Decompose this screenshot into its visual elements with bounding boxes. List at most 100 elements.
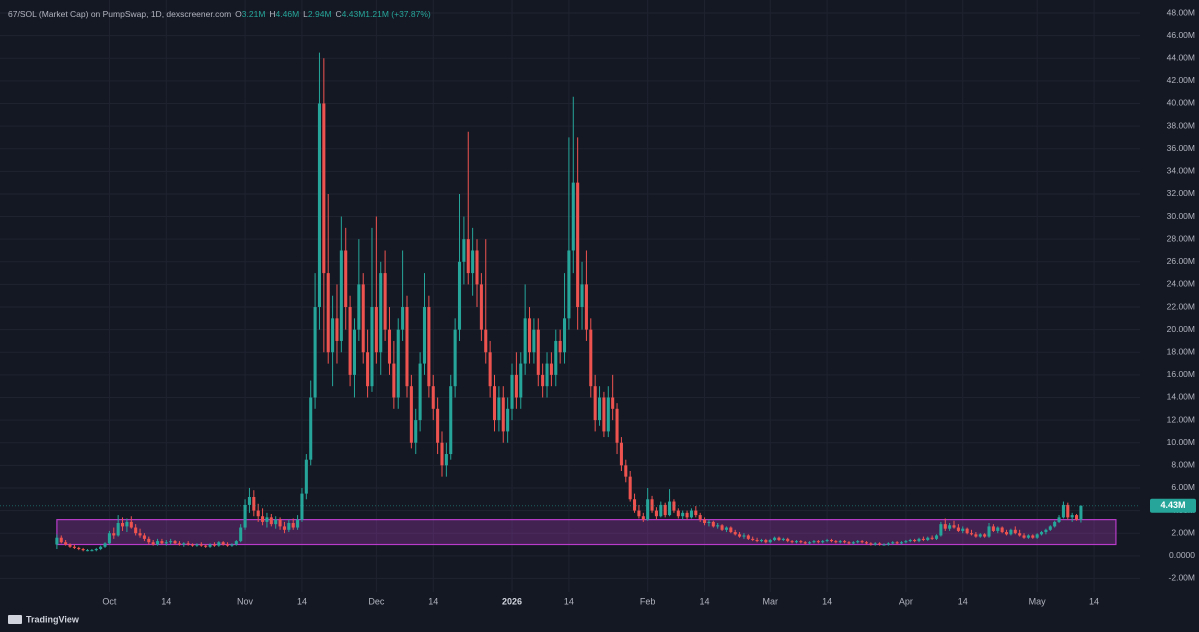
candle-body [331, 318, 335, 353]
candle-body [886, 543, 890, 545]
candle-body [759, 539, 763, 542]
candle-body [217, 542, 221, 546]
candle-body [873, 543, 877, 545]
candle-body [694, 510, 698, 516]
candle-body [265, 517, 269, 522]
y-tick-label: 26.00M [1167, 256, 1195, 266]
candle-body [121, 523, 125, 527]
candle-body [864, 542, 869, 544]
candle-body [1048, 526, 1052, 530]
brand: TradingView [8, 614, 80, 624]
candle-body [475, 250, 479, 285]
candle-body [628, 476, 632, 500]
brand-name: TradingView [26, 614, 80, 624]
ohlc-value: 3.21M [242, 9, 266, 19]
x-tick-label: Nov [237, 596, 254, 606]
candle-body [234, 541, 238, 545]
candle-body [247, 497, 251, 505]
candle-body [387, 329, 392, 364]
x-tick-label: 2026 [502, 596, 522, 606]
candle-body [138, 533, 142, 536]
candle-body [790, 541, 794, 543]
candle-body [519, 363, 523, 398]
price-zone [56, 519, 1117, 546]
candle-body [615, 408, 619, 443]
candle-body [296, 519, 300, 528]
candle-body [681, 512, 685, 517]
candle-body [300, 493, 304, 520]
candle-body [996, 527, 1000, 531]
candle-body [961, 528, 965, 531]
y-tick-label: 46.00M [1167, 30, 1195, 40]
candle-body [322, 103, 326, 274]
candle-body [125, 521, 129, 527]
y-tick-label: 34.00M [1167, 166, 1195, 176]
candle-body [326, 273, 330, 353]
x-tick-label: 14 [564, 596, 574, 606]
candle-body [366, 352, 370, 387]
candle-body [838, 541, 842, 543]
candle-body [1040, 532, 1044, 535]
y-tick-label: 12.00M [1167, 414, 1195, 424]
ohlc-key: C [336, 9, 342, 19]
header: 67/SOL (Market Cap) on PumpSwap, 1D, dex… [8, 9, 431, 19]
candle-body [256, 510, 260, 517]
candle-body [444, 454, 448, 466]
candle-body [309, 397, 313, 460]
candle-body [230, 544, 234, 546]
x-tick-label: 14 [958, 596, 968, 606]
chart-title: 67/SOL (Market Cap) on PumpSwap, 1D, dex… [8, 9, 231, 19]
candle-body [969, 533, 974, 535]
candle-body [1061, 504, 1065, 518]
candle-body [703, 519, 707, 524]
ohlc-value: 1.21M (+37.87%) [365, 9, 431, 19]
candle-body [541, 374, 545, 387]
candle-body [663, 504, 667, 516]
candle-body [803, 542, 807, 544]
candle-body [1031, 535, 1035, 538]
candle-body [598, 397, 602, 421]
candle-body [554, 340, 558, 375]
candle-body [282, 526, 286, 530]
candle-body [291, 523, 295, 528]
x-tick-label: Mar [762, 596, 778, 606]
brand-logo [8, 615, 22, 624]
candle-body [68, 544, 72, 547]
candle-body [85, 550, 90, 552]
candle-body [882, 544, 886, 546]
candle-body [724, 527, 728, 530]
candle-body [348, 307, 352, 375]
candle-body [261, 516, 265, 522]
candle-body [532, 329, 536, 353]
candle-body [943, 524, 947, 529]
x-tick-label: May [1029, 596, 1047, 606]
candle-body [904, 541, 908, 543]
candle-body [549, 363, 553, 375]
y-tick-label: 36.00M [1167, 143, 1195, 153]
candle-body [274, 519, 278, 525]
candle-body [488, 352, 492, 387]
candle-body [374, 307, 378, 353]
candle-body [313, 307, 317, 398]
candle-body [781, 538, 785, 540]
last-price-label: 4.43M [1160, 500, 1185, 510]
x-tick-label: Dec [368, 596, 385, 606]
candle-body [580, 284, 584, 308]
candle-body [698, 515, 702, 520]
candle-body [405, 307, 409, 387]
y-tick-label: 2.00M [1171, 527, 1195, 537]
zone-layer [56, 519, 1117, 546]
candle-body [440, 442, 444, 466]
candle-body [794, 541, 798, 543]
candle-body [64, 542, 68, 545]
candle-body [685, 512, 689, 518]
candle-body [593, 386, 597, 421]
candle-body [571, 182, 575, 251]
x-tick-label: 14 [822, 596, 832, 606]
candle-body [103, 543, 107, 547]
x-tick-label: Oct [102, 596, 117, 606]
candle-body [81, 549, 85, 551]
ohlc-key: L [303, 9, 308, 19]
candle-body [357, 284, 361, 330]
